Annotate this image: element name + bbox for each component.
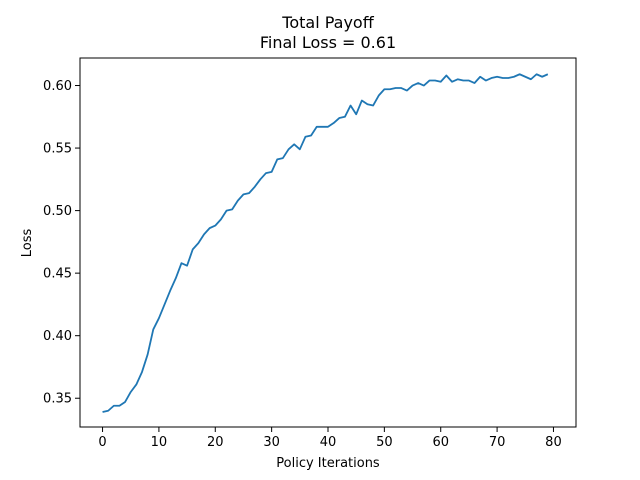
x-tick-label: 80: [545, 435, 562, 450]
chart-title: Total Payoff: [281, 13, 374, 32]
y-tick-label: 0.60: [43, 79, 72, 94]
x-tick-label: 10: [151, 435, 168, 450]
chart-subtitle: Final Loss = 0.61: [260, 33, 396, 52]
y-axis-label: Loss: [20, 229, 35, 258]
x-tick-label: 60: [432, 435, 449, 450]
series-line: [102, 73, 549, 413]
x-tick-label: 20: [207, 435, 224, 450]
x-axis-label: Policy Iterations: [276, 456, 380, 471]
x-axis-ticks: 0 10 20 30 40 50 60 70 80: [98, 427, 562, 450]
x-tick-label: 50: [376, 435, 393, 450]
y-tick-label: 0.40: [43, 329, 72, 344]
x-tick-label: 30: [263, 435, 280, 450]
y-tick-label: 0.35: [43, 392, 72, 407]
y-tick-label: 0.55: [43, 142, 72, 157]
plot-frame: [79, 57, 577, 428]
y-axis-ticks: 0.35 0.40 0.45 0.50 0.55 0.60: [43, 79, 80, 407]
y-tick-label: 0.50: [43, 204, 72, 219]
x-tick-label: 40: [320, 435, 337, 450]
x-tick-label: 0: [98, 435, 106, 450]
x-tick-label: 70: [489, 435, 506, 450]
y-tick-label: 0.45: [43, 267, 72, 282]
